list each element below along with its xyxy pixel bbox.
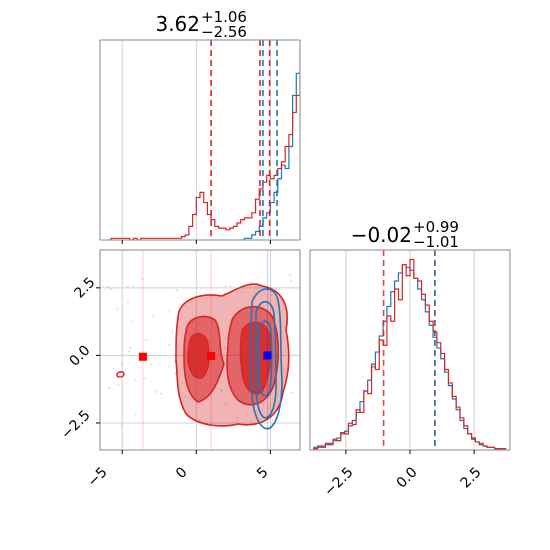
red-contour-inner	[187, 333, 210, 379]
sample-point	[132, 285, 134, 288]
sample-point	[116, 308, 119, 311]
sample-point	[145, 339, 147, 342]
sample-point	[253, 291, 256, 294]
y-tick-label: −2.5	[58, 407, 93, 442]
truth-markers	[138, 250, 272, 450]
sample-point	[134, 412, 137, 415]
sample-point	[160, 392, 162, 395]
quantile-lines	[210, 40, 278, 240]
sample-point	[141, 278, 144, 280]
sample-point	[290, 391, 293, 394]
sample-point	[117, 383, 120, 386]
sample-point	[126, 285, 129, 288]
tick-marks	[345, 450, 475, 454]
truth-marker	[207, 351, 216, 360]
sample-point	[223, 346, 226, 349]
axes-frame	[99, 39, 301, 241]
sample-point	[167, 365, 170, 368]
histogram-series	[107, 48, 300, 240]
sample-point	[290, 280, 293, 283]
sample-point	[149, 363, 152, 366]
sample-point	[171, 330, 174, 333]
histogram-step-line	[240, 48, 300, 240]
sample-point	[107, 286, 109, 289]
sample-point	[129, 347, 132, 349]
tick-marks	[121, 240, 271, 244]
sample-point	[175, 289, 178, 292]
sample-point	[224, 285, 227, 288]
sample-point	[120, 424, 123, 427]
sample-point	[275, 287, 278, 290]
title-lower-error: −1.01	[413, 233, 459, 251]
sample-point	[108, 387, 111, 389]
tick-marks	[96, 287, 271, 454]
sample-point	[128, 350, 131, 353]
blue-contour-inner	[257, 320, 273, 397]
sample-point	[155, 391, 158, 393]
sample-point	[249, 281, 252, 284]
sample-point	[270, 294, 272, 297]
sample-point	[271, 419, 274, 421]
sample-point	[134, 379, 137, 382]
x-tick-label: −5	[85, 464, 111, 490]
title-lower-error: −2.56	[201, 23, 247, 41]
sample-point	[229, 284, 232, 287]
sample-point	[168, 344, 170, 347]
y-tick-label: 2.5	[71, 274, 98, 301]
sample-point	[235, 416, 238, 419]
red-contour-outlier	[116, 371, 125, 378]
sample-point	[241, 291, 244, 294]
x-tick-label: 5	[254, 464, 272, 482]
sample-point	[223, 402, 226, 405]
x-tick-label: 2.5	[458, 464, 485, 491]
title-upper-error: +1.06	[201, 8, 247, 26]
sample-point	[184, 395, 187, 398]
sample-point	[152, 314, 155, 317]
sample-point	[174, 372, 176, 375]
axes-frame	[99, 249, 301, 451]
x-tick-label: 0	[173, 464, 191, 482]
sample-point	[181, 381, 184, 384]
title-value: −0.02	[351, 223, 412, 247]
title-value: 3.62	[155, 12, 200, 36]
sample-point	[225, 404, 228, 407]
grid	[345, 250, 475, 450]
blue-contour-outer	[249, 288, 283, 430]
sample-point	[167, 310, 170, 313]
sample-point	[120, 363, 123, 366]
histogram-step-line	[313, 258, 507, 450]
title-upper-error: +0.99	[413, 218, 459, 236]
sample-point	[130, 320, 133, 323]
sample-point	[127, 300, 129, 303]
x-tick-label: 0.0	[394, 464, 421, 491]
blue-contours	[249, 288, 283, 430]
histogram-step-line	[107, 76, 300, 240]
y-tick-label: 0.0	[66, 342, 93, 369]
truth-marker	[263, 351, 272, 360]
sample-point	[276, 394, 279, 397]
sample-point	[289, 274, 291, 277]
joint-distribution-panel: −5 0 5 2.5 0.0 −2.5	[58, 249, 301, 490]
sample-point	[277, 320, 280, 323]
sample-point	[220, 389, 223, 392]
sample-point	[143, 377, 146, 380]
blue-contour-middle	[255, 300, 277, 419]
sample-point	[198, 419, 201, 422]
truth-marker	[138, 352, 147, 361]
quantile-lines	[382, 250, 436, 450]
x-tick-label: −2.5	[321, 464, 356, 499]
sample-point	[110, 288, 113, 291]
histogram-series	[313, 258, 507, 450]
marginal-x-histogram: 3.62 +1.06 −2.56	[99, 8, 301, 244]
sample-point	[225, 337, 228, 340]
marginal-y-histogram: −0.02 +0.99 −1.01 −2.5 0.0 2.5	[309, 218, 511, 500]
